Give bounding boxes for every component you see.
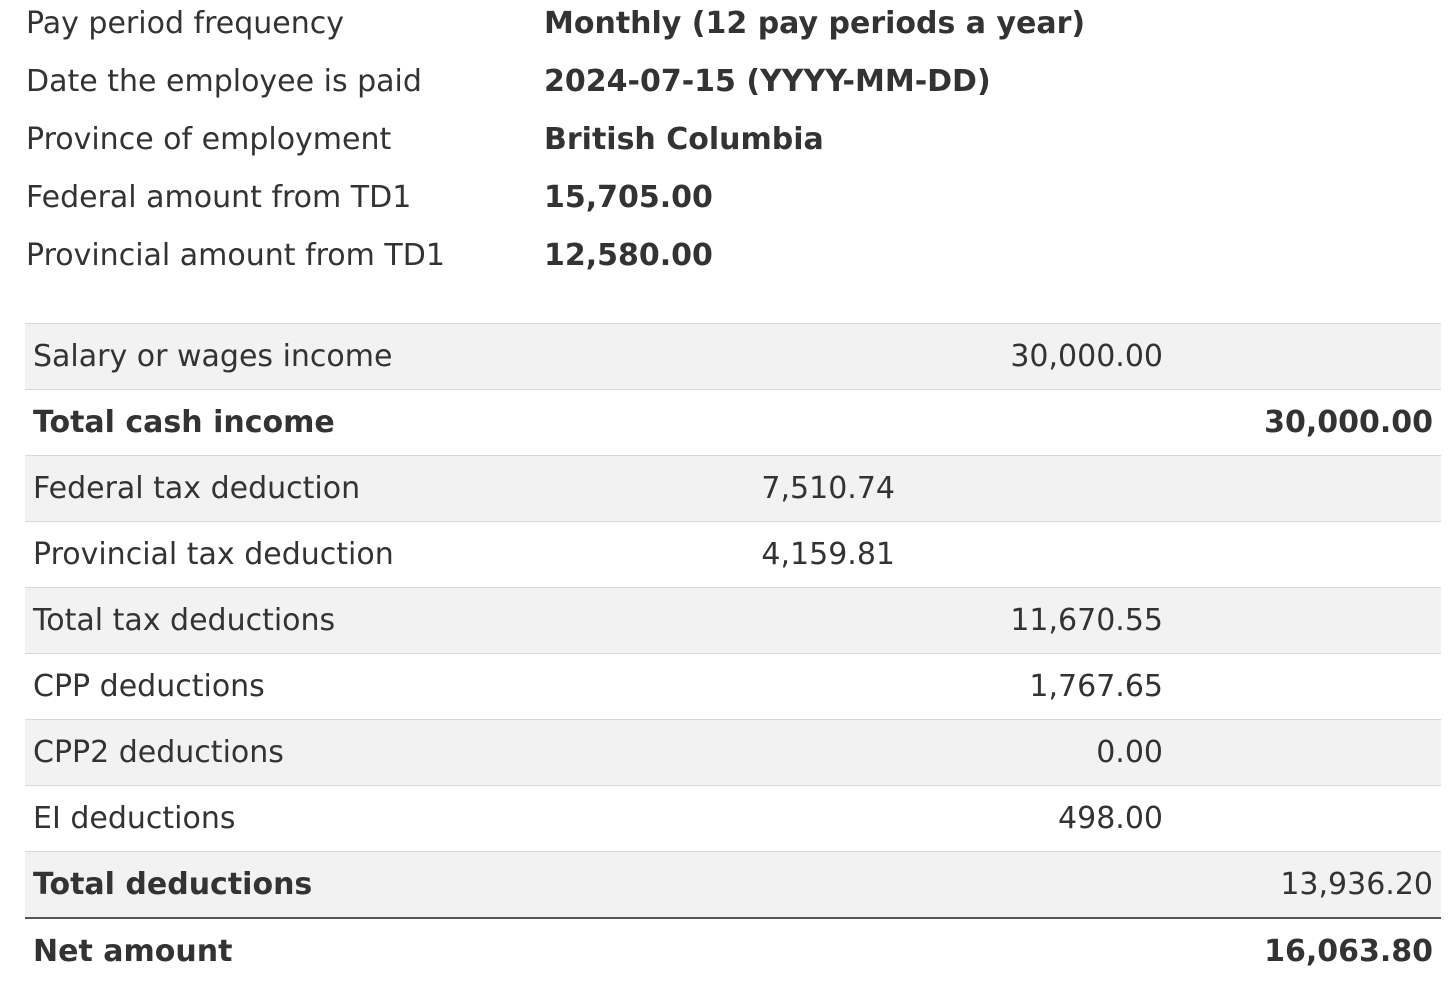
info-row: Pay period frequency Monthly (12 pay peri… [26,0,1085,58]
info-label: Federal amount from TD1 [26,180,412,215]
info-value: 12,580.00 [544,238,713,273]
info-label: Date the employee is paid [26,64,422,99]
table-row: CPP deductions 1,767.65 [25,653,1441,720]
deductions-table: Salary or wages income 30,000.00 Total cas… [25,323,1441,984]
info-row: Federal amount from TD1 15,705.00 [26,174,1085,232]
table-row: Salary or wages income 30,000.00 [25,323,1441,390]
info-row: Date the employee is paid 2024-07-15 (YYY… [26,58,1085,116]
info-value: Monthly (12 pay periods a year) [544,6,1086,41]
amount-cell [1171,785,1441,852]
table-row: CPP2 deductions 0.00 [25,719,1441,786]
amount-cell: 1,767.65 [903,653,1171,720]
info-value: British Columbia [544,122,824,157]
table-row: Federal tax deduction 7,510.74 [25,455,1441,522]
table-row: Net amount 16,063.80 [25,917,1441,984]
amount-cell [1171,455,1441,522]
amount-cell [903,455,1171,522]
row-label: Total deductions [25,851,620,918]
table-row: EI deductions 498.00 [25,785,1441,852]
row-label: Federal tax deduction [25,455,620,522]
table-body: Salary or wages income 30,000.00 Total cas… [25,323,1441,984]
amount-cell: 11,670.55 [903,587,1171,654]
amount-cell [903,851,1171,918]
info-row: Province of employment British Columbia [26,116,1085,174]
amount-cell [1171,587,1441,654]
info-label: Province of employment [26,122,392,157]
amount-cell [620,851,903,918]
amount-cell: 498.00 [903,785,1171,852]
amount-cell: 30,000.00 [1171,389,1441,456]
row-label: Total cash income [25,389,620,456]
info-value: 15,705.00 [544,180,713,215]
amount-cell: 30,000.00 [903,323,1171,390]
row-label: Total tax deductions [25,587,620,654]
amount-cell [620,785,903,852]
amount-cell [903,917,1171,984]
row-label: CPP2 deductions [25,719,620,786]
amount-cell: 0.00 [903,719,1171,786]
row-label: EI deductions [25,785,620,852]
amount-cell [620,719,903,786]
amount-cell [1171,521,1441,588]
amount-cell: 16,063.80 [1171,917,1441,984]
amount-cell: 7,510.74 [620,455,903,522]
row-label: Net amount [25,917,620,984]
table-row: Total deductions 13,936.20 [25,851,1441,918]
amount-cell [620,389,903,456]
amount-cell [903,521,1171,588]
row-label: Provincial tax deduction [25,521,620,588]
info-row: Provincial amount from TD1 12,580.00 [26,232,1085,290]
amount-cell: 13,936.20 [1171,851,1441,918]
amount-cell [1171,719,1441,786]
info-label: Pay period frequency [26,6,344,41]
amount-cell: 4,159.81 [620,521,903,588]
amount-cell [620,653,903,720]
info-value: 2024-07-15 (YYYY-MM-DD) [544,64,991,99]
info-label: Provincial amount from TD1 [26,238,445,273]
amount-cell [620,587,903,654]
amount-cell [620,323,903,390]
table-row: Provincial tax deduction 4,159.81 [25,521,1441,588]
pay-info: Pay period frequency Monthly (12 pay peri… [26,0,1085,290]
table-row: Total tax deductions 11,670.55 [25,587,1441,654]
row-label: Salary or wages income [25,323,620,390]
row-label: CPP deductions [25,653,620,720]
amount-cell [903,389,1171,456]
table-row: Total cash income 30,000.00 [25,389,1441,456]
amount-cell [620,917,903,984]
amount-cell [1171,323,1441,390]
amount-cell [1171,653,1441,720]
